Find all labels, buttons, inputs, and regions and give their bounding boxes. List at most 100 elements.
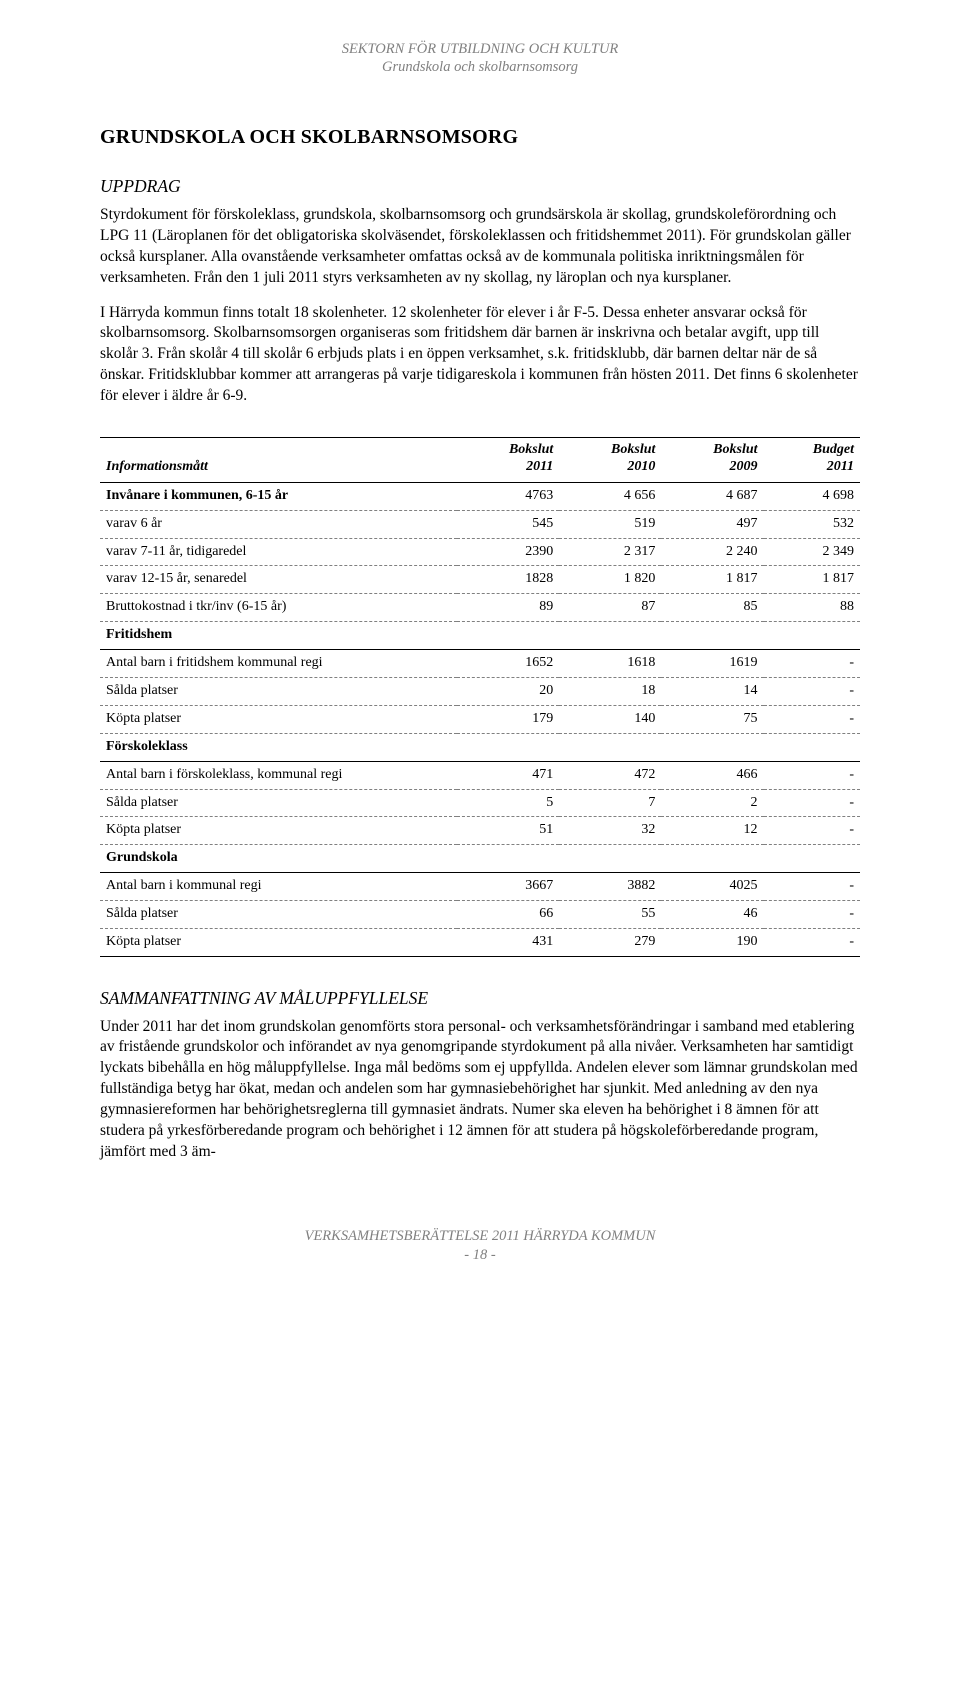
cell-value: 3667 [457, 873, 559, 901]
page-header: SEKTORN FÖR UTBILDNING OCH KULTUR Grunds… [100, 40, 860, 76]
header-line-2: Grundskola och skolbarnsomsorg [100, 58, 860, 76]
cell-label: Fritidshem [100, 622, 457, 650]
goal-paragraph-1: Under 2011 har det inom grundskolan geno… [100, 1017, 860, 1163]
cell-value: 12 [661, 817, 763, 845]
cell-value: 5 [457, 789, 559, 817]
col-header-bokslut-2011: Bokslut 2011 [457, 438, 559, 483]
cell-value: 46 [661, 901, 763, 929]
col-header-text: 2011 [526, 459, 553, 474]
cell-value: 1828 [457, 566, 559, 594]
cell-value: 85 [661, 594, 763, 622]
cell-label: varav 7-11 år, tidigaredel [100, 538, 457, 566]
uppdrag-paragraph-2: I Härryda kommun finns totalt 18 skolenh… [100, 303, 860, 408]
cell-value: 431 [457, 929, 559, 957]
cell-label: Invånare i kommunen, 6-15 år [100, 482, 457, 510]
cell-value: 51 [457, 817, 559, 845]
footer-line-2: - 18 - [100, 1246, 860, 1265]
cell-label: varav 6 år [100, 510, 457, 538]
cell-value: 179 [457, 705, 559, 733]
table-row: Köpta platser17914075- [100, 705, 860, 733]
cell-value: - [764, 901, 860, 929]
cell-value: - [764, 817, 860, 845]
cell-value: - [764, 761, 860, 789]
cell-value: 2 317 [559, 538, 661, 566]
cell-value: 32 [559, 817, 661, 845]
cell-value: 472 [559, 761, 661, 789]
cell-value: 18 [559, 678, 661, 706]
cell-label: Köpta platser [100, 929, 457, 957]
table-row: varav 6 år545519497532 [100, 510, 860, 538]
cell-label: Köpta platser [100, 705, 457, 733]
cell-value: 20 [457, 678, 559, 706]
cell-value [457, 845, 559, 873]
cell-value [559, 733, 661, 761]
cell-value: - [764, 789, 860, 817]
cell-value [764, 622, 860, 650]
cell-value: 4 698 [764, 482, 860, 510]
header-line-1: SEKTORN FÖR UTBILDNING OCH KULTUR [100, 40, 860, 58]
cell-value: - [764, 873, 860, 901]
col-header-text: 2011 [827, 459, 854, 474]
cell-value [559, 845, 661, 873]
cell-value: 532 [764, 510, 860, 538]
cell-label: Sålda platser [100, 789, 457, 817]
table-row: varav 12-15 år, senaredel18281 8201 8171… [100, 566, 860, 594]
cell-value: 497 [661, 510, 763, 538]
table-row: Köpta platser513212- [100, 817, 860, 845]
page-footer: VERKSAMHETSBERÄTTELSE 2011 HÄRRYDA KOMMU… [100, 1227, 860, 1265]
table-row: Fritidshem [100, 622, 860, 650]
cell-value: 75 [661, 705, 763, 733]
cell-value [661, 845, 763, 873]
cell-value [661, 733, 763, 761]
cell-label: varav 12-15 år, senaredel [100, 566, 457, 594]
table-row: Antal barn i förskoleklass, kommunal reg… [100, 761, 860, 789]
table-row: Köpta platser431279190- [100, 929, 860, 957]
uppdrag-paragraph-1: Styrdokument för förskoleklass, grundsko… [100, 205, 860, 289]
col-header-budget-2011: Budget 2011 [764, 438, 860, 483]
cell-value: 2 240 [661, 538, 763, 566]
cell-value [764, 733, 860, 761]
cell-label: Antal barn i kommunal regi [100, 873, 457, 901]
cell-value: - [764, 705, 860, 733]
cell-label: Antal barn i fritidshem kommunal regi [100, 650, 457, 678]
table-row: Förskoleklass [100, 733, 860, 761]
cell-value: 55 [559, 901, 661, 929]
table-header-row: Informationsmått Bokslut 2011 Bokslut 20… [100, 438, 860, 483]
uppdrag-heading: UPPDRAG [100, 175, 860, 199]
cell-label: Köpta platser [100, 817, 457, 845]
table-row: Bruttokostnad i tkr/inv (6-15 år)8987858… [100, 594, 860, 622]
cell-value: 2 349 [764, 538, 860, 566]
col-header-text: 2009 [730, 459, 758, 474]
table-row: Antal barn i kommunal regi366738824025- [100, 873, 860, 901]
table-row: Sålda platser665546- [100, 901, 860, 929]
goal-heading: SAMMANFATTNING AV MÅLUPPFYLLELSE [100, 987, 860, 1011]
col-header-text: 2010 [627, 459, 655, 474]
cell-value: 1 817 [661, 566, 763, 594]
cell-value: 66 [457, 901, 559, 929]
cell-value [764, 845, 860, 873]
cell-value: 1 817 [764, 566, 860, 594]
cell-value: 1619 [661, 650, 763, 678]
cell-value: 88 [764, 594, 860, 622]
col-header-text: Budget [813, 442, 854, 457]
cell-label: Förskoleklass [100, 733, 457, 761]
cell-value [457, 733, 559, 761]
table-row: Sålda platser572- [100, 789, 860, 817]
cell-value: 3882 [559, 873, 661, 901]
cell-value: 279 [559, 929, 661, 957]
cell-value: 2390 [457, 538, 559, 566]
footer-line-1: VERKSAMHETSBERÄTTELSE 2011 HÄRRYDA KOMMU… [100, 1227, 860, 1246]
table-row: varav 7-11 år, tidigaredel23902 3172 240… [100, 538, 860, 566]
cell-value [559, 622, 661, 650]
cell-value: 87 [559, 594, 661, 622]
cell-value: 89 [457, 594, 559, 622]
cell-value [661, 622, 763, 650]
cell-value: 7 [559, 789, 661, 817]
cell-value: - [764, 929, 860, 957]
cell-value: 4 656 [559, 482, 661, 510]
cell-label: Sålda platser [100, 678, 457, 706]
cell-value: 1 820 [559, 566, 661, 594]
cell-value: 545 [457, 510, 559, 538]
col-header-text: Bokslut [611, 442, 655, 457]
cell-value: 4025 [661, 873, 763, 901]
